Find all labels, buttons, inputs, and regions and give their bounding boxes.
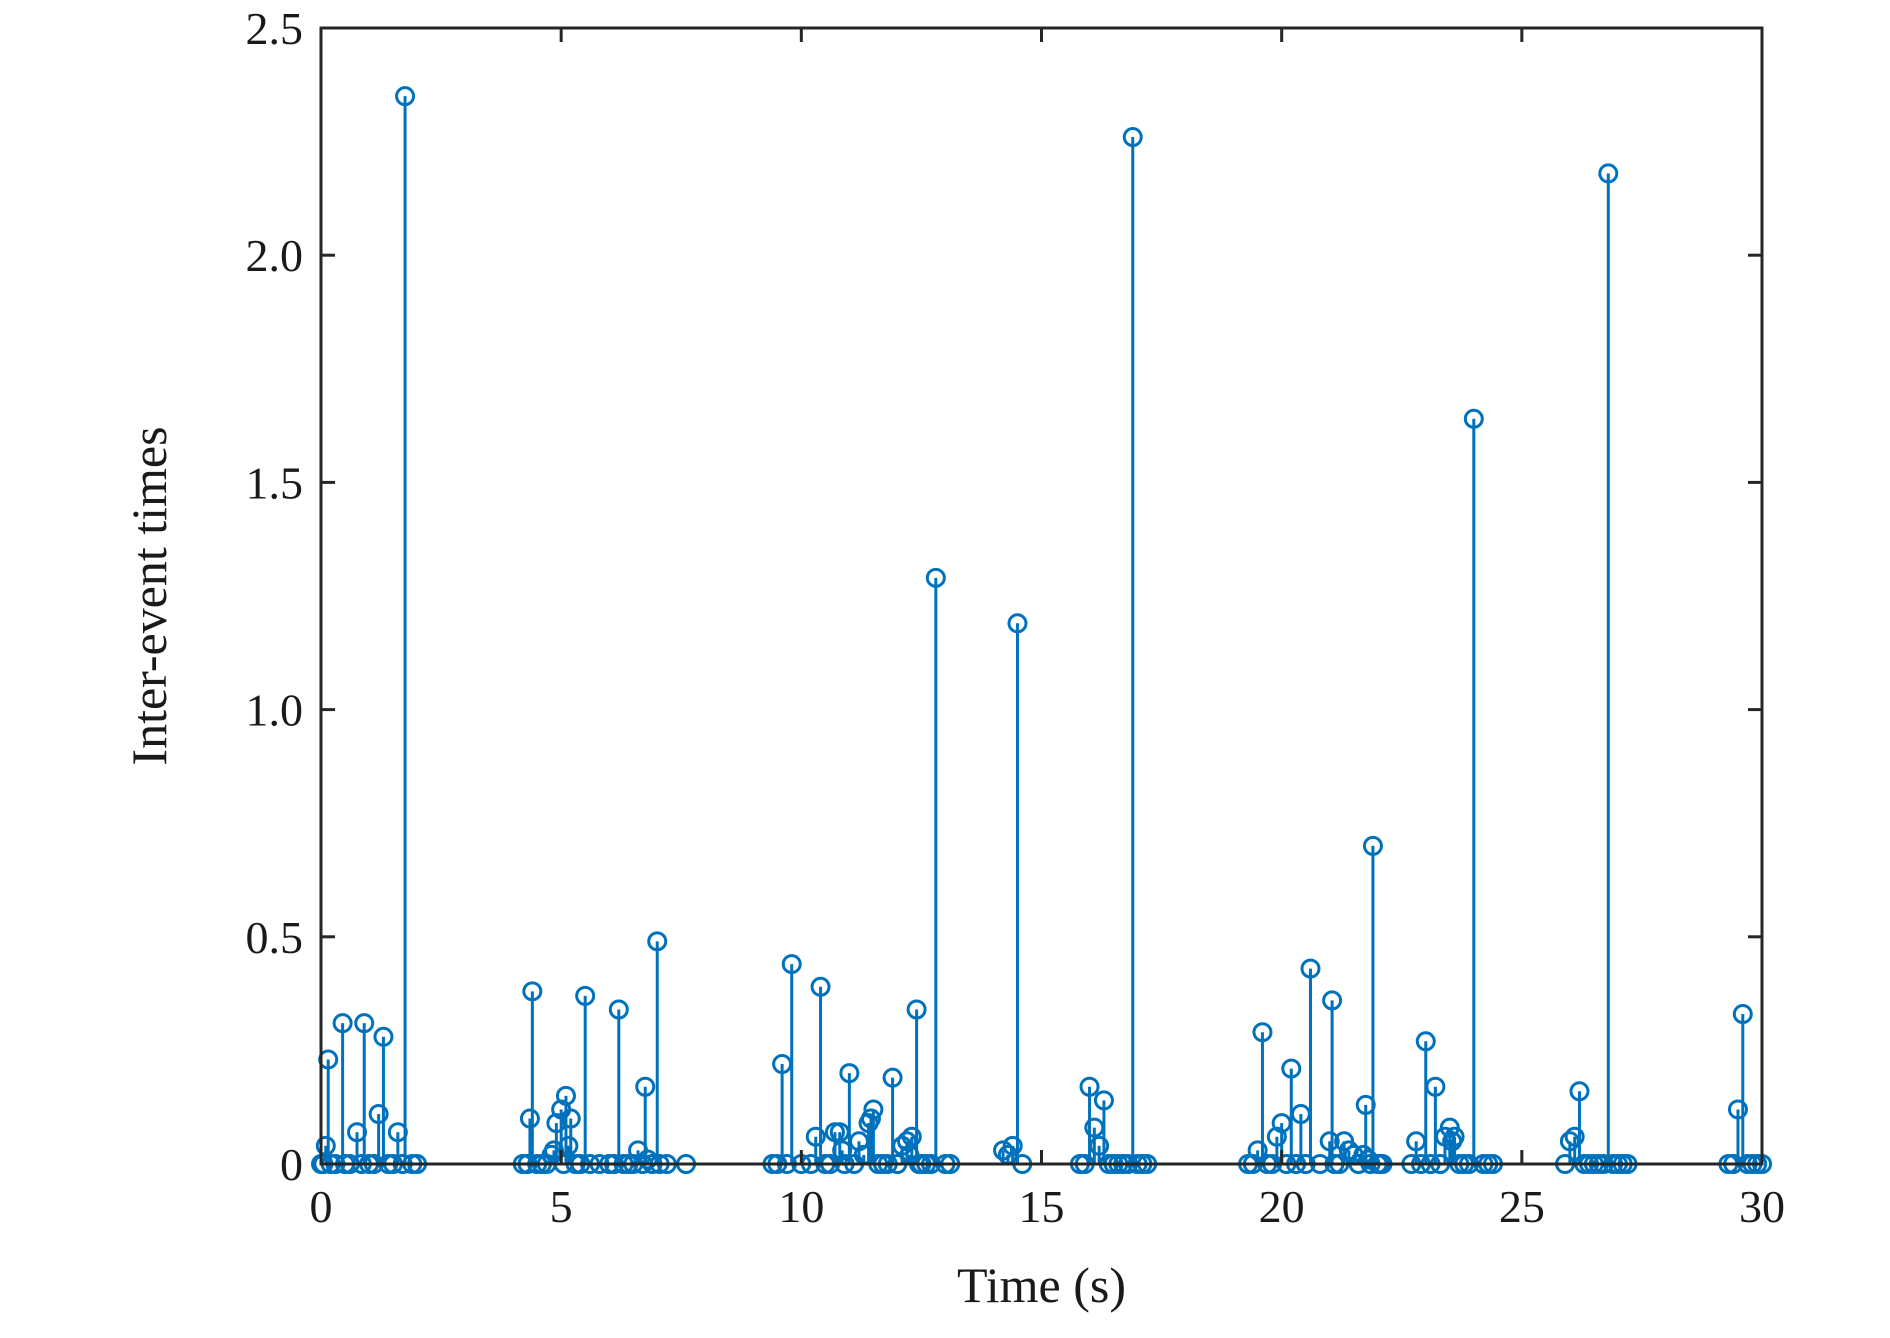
stem-marker — [863, 1099, 884, 1120]
x-tick-label: 10 — [778, 1181, 824, 1232]
stem-marker — [354, 1013, 375, 1034]
y-tick-label: 2.0 — [246, 230, 304, 281]
tick-labels-layer: 0 5 10 15 20 25 30 0 0.5 1.0 1.5 2.0 2.5 — [246, 3, 1786, 1232]
stem-marker — [560, 1108, 581, 1129]
stem-marker — [1425, 1076, 1446, 1097]
stem-marker — [1290, 1104, 1311, 1125]
stem-marker — [1252, 1022, 1273, 1043]
x-tick-label: 5 — [550, 1181, 573, 1232]
stem-marker — [347, 1122, 368, 1143]
stem-marker — [1415, 1031, 1436, 1052]
stem-marker — [1362, 835, 1383, 856]
stem-marker — [1727, 1099, 1748, 1120]
stem-marker — [1002, 1135, 1023, 1156]
stem-marker — [1281, 1058, 1302, 1079]
stem-marker — [1732, 1004, 1753, 1025]
stem-marker — [1559, 1131, 1580, 1152]
stem-marker — [810, 976, 831, 997]
stem-marker — [647, 931, 668, 952]
stem-marker — [1007, 613, 1028, 634]
stem-marker — [1569, 1081, 1590, 1102]
stem-marker — [373, 1026, 394, 1047]
stem-marker — [1122, 127, 1143, 148]
y-tick-label: 2.5 — [246, 3, 304, 54]
stem-marker — [781, 954, 802, 975]
y-axis-label: Inter-event times — [121, 426, 177, 765]
stem-marker — [1463, 408, 1484, 429]
stem-marker — [1319, 1131, 1340, 1152]
stem-marker — [522, 981, 543, 1002]
stem-marker — [1300, 958, 1321, 979]
stem-marker — [332, 1013, 353, 1034]
x-tick-label: 30 — [1739, 1181, 1785, 1232]
x-tick-label: 25 — [1499, 1181, 1545, 1232]
stem-marker — [901, 1126, 922, 1147]
y-tick-label: 0.5 — [246, 912, 304, 963]
stem-marker — [925, 567, 946, 588]
stems-layer — [324, 96, 1745, 1164]
plot-frame — [319, 26, 1764, 1166]
stem-marker — [1355, 1094, 1376, 1115]
stem-marker — [608, 999, 629, 1020]
stem-marker — [637, 1149, 658, 1170]
stem-marker — [1598, 163, 1619, 184]
stem-marker — [558, 1135, 579, 1156]
stem-marker — [1564, 1126, 1585, 1147]
stem-marker — [897, 1131, 918, 1152]
y-tick-label: 1.0 — [246, 685, 304, 736]
stem-marker — [1271, 1113, 1292, 1134]
x-axis-label: Time (s) — [957, 1257, 1126, 1313]
stem-marker — [772, 1054, 793, 1075]
stem-marker — [906, 999, 927, 1020]
stem-marker — [993, 1140, 1014, 1161]
x-tick-label: 15 — [1019, 1181, 1065, 1232]
stem-marker — [1247, 1140, 1268, 1161]
stem-marker — [1444, 1126, 1465, 1147]
stem-marker — [832, 1140, 853, 1161]
stem-marker — [395, 86, 416, 107]
stem-marker — [1322, 990, 1343, 1011]
stem-marker — [1093, 1090, 1114, 1111]
stem-marker — [1079, 1076, 1100, 1097]
x-tick-label: 0 — [310, 1181, 333, 1232]
stem-marker — [555, 1085, 576, 1106]
stem-marker — [387, 1122, 408, 1143]
stem-marker — [635, 1076, 656, 1097]
stem-marker — [315, 1135, 336, 1156]
stem-marker — [519, 1108, 540, 1129]
stem-marker — [1089, 1135, 1110, 1156]
y-tick-label: 0 — [280, 1139, 303, 1190]
stem-marker — [1084, 1117, 1105, 1138]
y-tick-label: 1.5 — [246, 457, 304, 508]
stem-marker — [839, 1063, 860, 1084]
ticks-layer — [319, 26, 1764, 1166]
x-tick-label: 20 — [1259, 1181, 1305, 1232]
stem-marker — [805, 1126, 826, 1147]
stem-marker — [860, 1108, 881, 1129]
stem-marker — [882, 1067, 903, 1088]
stem-marker — [575, 985, 596, 1006]
stem-marker — [368, 1104, 389, 1125]
stem-marker — [1406, 1131, 1427, 1152]
